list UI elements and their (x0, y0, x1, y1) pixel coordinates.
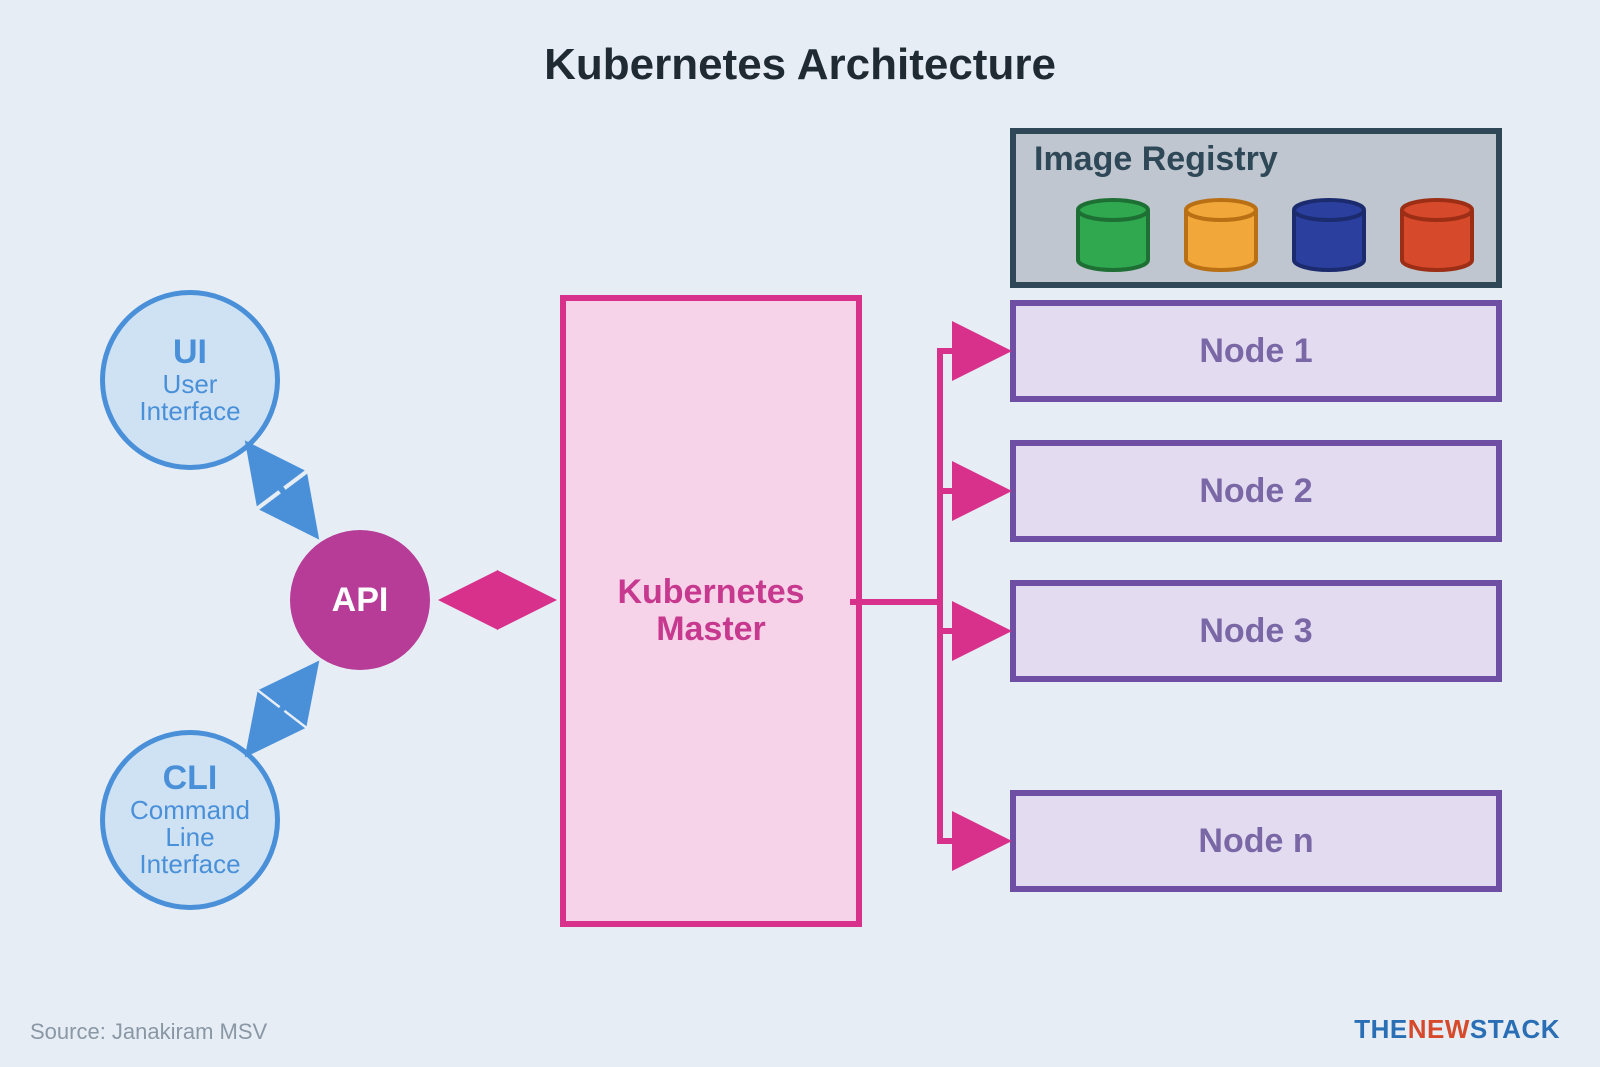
brand-new: NEW (1408, 1014, 1470, 1044)
diagram-canvas: Kubernetes Architecture UI User Interfac… (0, 0, 1600, 1067)
brand-stack: STACK (1470, 1014, 1560, 1044)
registry-label: Image Registry (1034, 140, 1278, 179)
source-text: Source: Janakiram MSV (30, 1019, 267, 1045)
master-line1: Kubernetes (617, 574, 804, 611)
node-label: Node 3 (1199, 612, 1312, 651)
registry-cylinder-icon (1398, 196, 1476, 274)
registry-box: Image Registry (1010, 128, 1502, 288)
ui-circle: UI User Interface (100, 290, 280, 470)
ui-title: UI (173, 335, 207, 371)
cli-sub3: Interface (139, 851, 240, 878)
cli-circle: CLI Command Line Interface (100, 730, 280, 910)
node-box: Node 2 (1010, 440, 1502, 542)
cli-sub1: Command (130, 797, 250, 824)
diagram-title: Kubernetes Architecture (0, 40, 1600, 90)
api-label: API (332, 581, 389, 620)
master-line2: Master (617, 611, 804, 648)
registry-cylinder-icon (1290, 196, 1368, 274)
brand-the: THE (1354, 1014, 1408, 1044)
cli-title: CLI (163, 761, 218, 797)
node-label: Node 1 (1199, 332, 1312, 371)
registry-cylinder-icon (1074, 196, 1152, 274)
node-label: Node 2 (1199, 472, 1312, 511)
ui-sub1: User (163, 371, 218, 398)
node-box: Node 3 (1010, 580, 1502, 682)
registry-cylinder-icon (1182, 196, 1260, 274)
node-box: Node 1 (1010, 300, 1502, 402)
master-box: Kubernetes Master (560, 295, 862, 927)
ui-sub2: Interface (139, 398, 240, 425)
node-box: Node n (1010, 790, 1502, 892)
node-label: Node n (1198, 822, 1313, 861)
api-circle: API (290, 530, 430, 670)
brand-logo: THENEWSTACK (1354, 1014, 1560, 1045)
cli-sub2: Line (165, 824, 214, 851)
